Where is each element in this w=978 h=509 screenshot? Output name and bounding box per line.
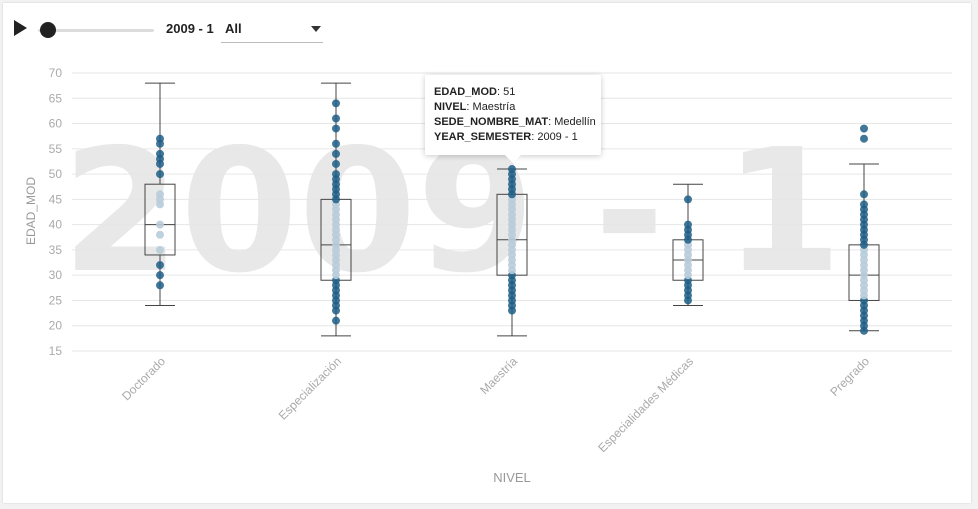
data-point[interactable] xyxy=(684,220,692,229)
data-point[interactable] xyxy=(860,124,868,133)
tooltip-row: YEAR_SEMESTER: 2009 - 1 xyxy=(434,131,578,143)
data-point[interactable] xyxy=(332,124,340,133)
data-point[interactable] xyxy=(332,99,340,108)
x-axis-label: NIVEL xyxy=(493,470,531,485)
filter-dropdown-value: All xyxy=(225,21,242,36)
year-slider-handle[interactable] xyxy=(40,22,56,38)
data-point[interactable] xyxy=(860,190,868,199)
data-point[interactable] xyxy=(156,261,164,270)
data-point[interactable] xyxy=(156,281,164,290)
x-tick-label: Doctorado xyxy=(119,354,168,403)
y-tick-labels: 15 20 25 30 35 40 45 50 55 60 65 70 xyxy=(49,66,63,358)
y-tick-label: 15 xyxy=(49,344,63,358)
data-tooltip: EDAD_MOD: 51 NIVEL: Maestría SEDE_NOMBRE… xyxy=(425,75,601,163)
iqr-box xyxy=(144,183,176,256)
tooltip-key: SEDE_NOMBRE_MAT xyxy=(434,116,549,128)
x-tick-labels: Doctorado Especialización Maestría Especial… xyxy=(119,354,872,455)
y-tick-label: 50 xyxy=(49,167,63,181)
data-point[interactable] xyxy=(156,230,164,239)
tooltip-key: YEAR_SEMESTER xyxy=(434,131,532,143)
y-tick-label: 60 xyxy=(49,117,63,131)
y-tick-label: 25 xyxy=(49,293,63,307)
data-point[interactable] xyxy=(684,195,692,204)
data-point[interactable] xyxy=(156,134,164,143)
tooltip-value: 51 xyxy=(503,86,516,98)
play-icon xyxy=(14,20,27,36)
y-tick-label: 30 xyxy=(49,268,63,282)
data-point[interactable] xyxy=(156,170,164,179)
y-tick-label: 20 xyxy=(49,319,63,333)
tooltip-row: NIVEL: Maestría xyxy=(434,101,516,113)
data-point[interactable] xyxy=(332,149,340,158)
data-point[interactable] xyxy=(860,134,868,143)
y-axis-label: EDAD_MOD xyxy=(24,177,38,245)
y-tick-label: 45 xyxy=(49,192,63,206)
data-point[interactable] xyxy=(332,170,340,179)
data-point[interactable] xyxy=(860,200,868,209)
play-button[interactable] xyxy=(12,18,30,38)
tooltip-value: 2009 - 1 xyxy=(537,131,578,143)
chevron-down-icon xyxy=(311,26,321,32)
tooltip-row: SEDE_NOMBRE_MAT: Medellín xyxy=(434,116,596,128)
year-slider-track[interactable] xyxy=(38,29,154,32)
data-point[interactable] xyxy=(156,149,164,158)
tooltip-value: Medellín xyxy=(554,116,596,128)
data-point[interactable] xyxy=(156,190,164,199)
tooltip-key: EDAD_MOD xyxy=(434,86,497,98)
x-tick-label: Pregrado xyxy=(827,354,872,399)
y-tick-label: 55 xyxy=(49,142,63,156)
data-point[interactable] xyxy=(332,159,340,168)
x-tick-label: Maestría xyxy=(477,354,520,397)
tooltip-value: Maestría xyxy=(472,101,516,113)
current-year-label: 2009 - 1 xyxy=(166,21,214,36)
x-tick-label: Especialización xyxy=(276,354,344,422)
tooltip-row: EDAD_MOD: 51 xyxy=(434,86,516,98)
y-tick-label: 40 xyxy=(49,218,63,232)
animation-controls: 2009 - 1 All xyxy=(12,12,342,46)
tooltip-key: NIVEL xyxy=(434,101,467,113)
y-tick-label: 35 xyxy=(49,243,63,257)
y-tick-label: 65 xyxy=(49,91,63,105)
filter-dropdown[interactable]: All xyxy=(221,15,323,43)
data-point[interactable] xyxy=(156,220,164,229)
data-point[interactable] xyxy=(156,271,164,280)
data-point[interactable] xyxy=(332,114,340,123)
data-point[interactable] xyxy=(332,139,340,148)
x-tick-label: Especialidades Médicas xyxy=(595,354,696,455)
data-point[interactable] xyxy=(156,245,164,254)
data-point[interactable] xyxy=(508,165,516,174)
y-tick-label: 70 xyxy=(49,66,63,80)
points xyxy=(156,99,868,335)
data-point[interactable] xyxy=(332,316,340,325)
